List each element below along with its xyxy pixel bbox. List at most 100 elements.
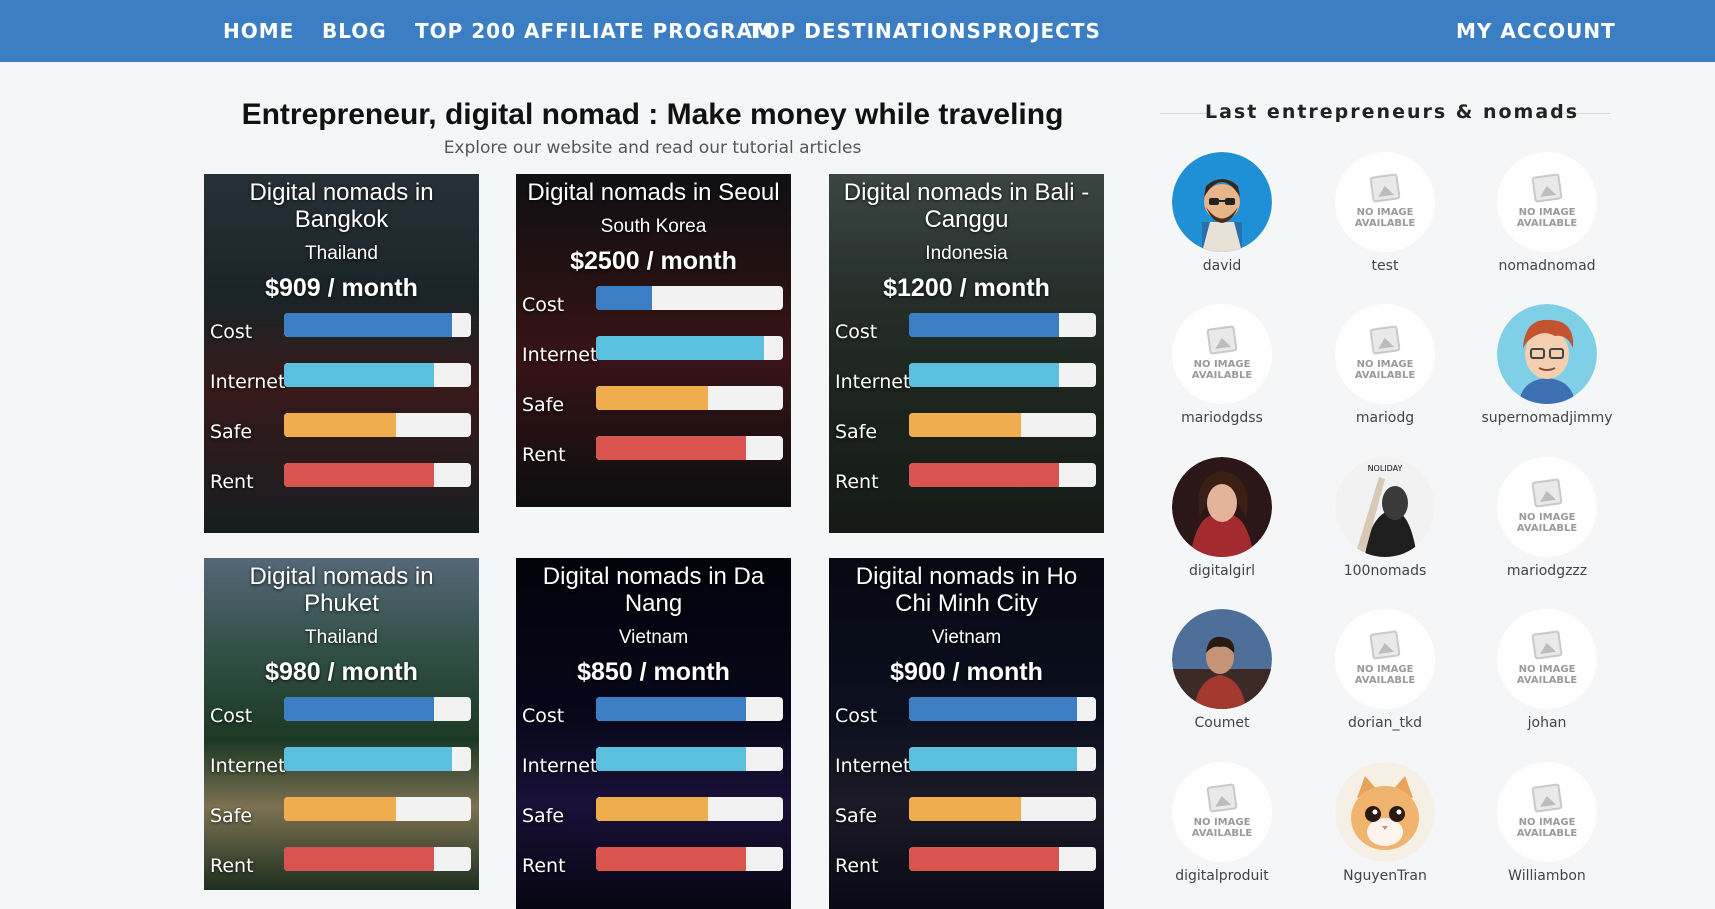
metric-row-internet: Internet	[516, 332, 791, 382]
avatar[interactable]: NO IMAGE AVAILABLE	[1497, 762, 1597, 862]
member-name[interactable]: nomadnomad	[1498, 258, 1596, 274]
member-profile[interactable]: NOLIDAY 100nomads	[1304, 457, 1466, 579]
member-profile[interactable]: NO IMAGE AVAILABLE digitalproduit	[1141, 762, 1303, 884]
avatar[interactable]	[1172, 152, 1272, 252]
card-title[interactable]: Digital nomads in Bangkok	[249, 179, 434, 233]
nav-home[interactable]: HOME	[223, 19, 295, 43]
avatar[interactable]: NO IMAGE AVAILABLE	[1172, 762, 1272, 862]
member-name[interactable]: 100nomads	[1343, 563, 1427, 579]
member-name[interactable]: mariodgzzz	[1506, 563, 1588, 579]
metric-row-safe: Safe	[516, 793, 791, 843]
image-placeholder-icon	[1369, 325, 1401, 355]
member-name[interactable]: digitalproduit	[1175, 868, 1269, 884]
member-profile[interactable]: NO IMAGE AVAILABLE test	[1304, 152, 1466, 274]
image-placeholder-icon	[1369, 630, 1401, 660]
member-profile[interactable]: NO IMAGE AVAILABLE dorian_tkd	[1304, 609, 1466, 731]
member-profile[interactable]: digitalgirl	[1141, 457, 1303, 579]
card-title[interactable]: Digital nomads in Bali - Canggu	[843, 179, 1090, 233]
member-name[interactable]: mariodg	[1355, 410, 1415, 426]
member-name[interactable]: supernomadjimmy	[1481, 410, 1613, 426]
avatar[interactable]: NO IMAGE AVAILABLE	[1335, 609, 1435, 709]
metric-row-safe: Safe	[829, 409, 1104, 459]
avatar[interactable]: NO IMAGE AVAILABLE	[1172, 304, 1272, 404]
no-image-label: NO IMAGE AVAILABLE	[1516, 664, 1578, 686]
member-profile[interactable]: NO IMAGE AVAILABLE mariodg	[1304, 304, 1466, 426]
metric-label: Cost	[522, 294, 565, 316]
metric-bar-fill-cost	[284, 313, 453, 337]
nav-blog[interactable]: BLOG	[322, 19, 387, 43]
member-name[interactable]: johan	[1527, 715, 1567, 731]
metric-row-rent: Rent	[204, 843, 479, 890]
member-name[interactable]: dorian_tkd	[1347, 715, 1423, 731]
avatar[interactable]: NO IMAGE AVAILABLE	[1497, 609, 1597, 709]
member-name[interactable]: Coumet	[1194, 715, 1250, 731]
metric-bar-track	[909, 847, 1096, 871]
member-profile[interactable]: Coumet	[1141, 609, 1303, 731]
no-image-placeholder: NO IMAGE AVAILABLE	[1335, 304, 1435, 404]
card-overlay	[204, 558, 479, 890]
metric-bar-fill-safe	[596, 797, 709, 821]
member-name[interactable]: mariodgdss	[1181, 410, 1263, 426]
card-title[interactable]: Digital nomads in Phuket	[249, 563, 434, 617]
avatar[interactable]	[1172, 609, 1272, 709]
member-name[interactable]: NguyenTran	[1343, 868, 1427, 884]
avatar[interactable]	[1497, 304, 1597, 404]
metric-bar-track	[284, 797, 471, 821]
avatar[interactable]	[1172, 457, 1272, 557]
member-name[interactable]: david	[1202, 258, 1242, 274]
avatar-image: NOLIDAY	[1335, 457, 1435, 557]
card-title[interactable]: Digital nomads in Da Nang	[542, 563, 765, 617]
member-profile[interactable]: NguyenTran	[1304, 762, 1466, 884]
avatar[interactable]: NO IMAGE AVAILABLE	[1497, 457, 1597, 557]
member-profile[interactable]: NO IMAGE AVAILABLE mariodgdss	[1141, 304, 1303, 426]
destination-card[interactable]: Digital nomads in Ho Chi Minh City Vietna…	[829, 558, 1104, 909]
card-metrics: Cost Internet Safe Rent	[204, 693, 479, 890]
no-image-placeholder: NO IMAGE AVAILABLE	[1497, 457, 1597, 557]
member-profile[interactable]: NO IMAGE AVAILABLE nomadnomad	[1466, 152, 1628, 274]
no-image-placeholder: NO IMAGE AVAILABLE	[1172, 304, 1272, 404]
card-title[interactable]: Digital nomads in Seoul	[527, 179, 780, 206]
destination-card[interactable]: Digital nomads in Da Nang Vietnam $850 / m…	[516, 558, 791, 909]
nav-top-destinations[interactable]: TOP DESTINATIONS	[748, 19, 982, 43]
metric-bar-fill-safe	[909, 413, 1022, 437]
member-profile[interactable]: NO IMAGE AVAILABLE Williambon	[1466, 762, 1628, 884]
card-title[interactable]: Digital nomads in Ho Chi Minh City	[855, 563, 1078, 617]
card-country: South Korea	[600, 216, 707, 237]
member-profile[interactable]: supernomadjimmy	[1466, 304, 1628, 426]
destination-card[interactable]: Digital nomads in Bangkok Thailand $909 / …	[204, 174, 479, 533]
metric-row-internet: Internet	[204, 743, 479, 793]
metric-bar-track	[909, 697, 1096, 721]
avatar[interactable]	[1335, 762, 1435, 862]
avatar[interactable]: NO IMAGE AVAILABLE	[1335, 304, 1435, 404]
member-name[interactable]: Williambon	[1508, 868, 1586, 884]
nav-my-account[interactable]: MY ACCOUNT	[1456, 19, 1616, 43]
avatar[interactable]: NOLIDAY	[1335, 457, 1435, 557]
member-name[interactable]: test	[1371, 258, 1399, 274]
metric-bar-fill-cost	[596, 286, 653, 310]
no-image-label: NO IMAGE AVAILABLE	[1354, 207, 1416, 229]
member-profile[interactable]: NO IMAGE AVAILABLE johan	[1466, 609, 1628, 731]
destination-card[interactable]: Digital nomads in Bali - Canggu Indonesia…	[829, 174, 1104, 533]
nav-affiliate-programs[interactable]: TOP 200 AFFILIATE PROGRAM	[415, 19, 774, 43]
member-profile[interactable]: david	[1141, 152, 1303, 274]
metric-bar-fill-rent	[284, 847, 434, 871]
svg-text:NOLIDAY: NOLIDAY	[1368, 464, 1403, 473]
metric-row-cost: Cost	[204, 309, 479, 359]
card-price: $1200 / month	[883, 274, 1050, 302]
metric-bar-fill-safe	[284, 797, 397, 821]
card-metrics: Cost Internet Safe Rent	[829, 309, 1104, 509]
avatar[interactable]: NO IMAGE AVAILABLE	[1335, 152, 1435, 252]
destination-card[interactable]: Digital nomads in Phuket Thailand $980 / m…	[204, 558, 479, 890]
metric-label: Rent	[210, 471, 254, 493]
member-profile[interactable]: NO IMAGE AVAILABLE mariodgzzz	[1466, 457, 1628, 579]
metric-bar-fill-rent	[596, 847, 746, 871]
metric-bar-track	[284, 747, 471, 771]
metric-bar-fill-cost	[284, 697, 434, 721]
destination-card[interactable]: Digital nomads in Seoul South Korea $2500 …	[516, 174, 791, 507]
member-name[interactable]: digitalgirl	[1189, 563, 1255, 579]
metric-label: Cost	[210, 705, 253, 727]
metric-label: Internet	[835, 755, 911, 777]
metric-bar-fill-internet	[284, 747, 453, 771]
nav-projects[interactable]: PROJECTS	[982, 19, 1101, 43]
avatar[interactable]: NO IMAGE AVAILABLE	[1497, 152, 1597, 252]
